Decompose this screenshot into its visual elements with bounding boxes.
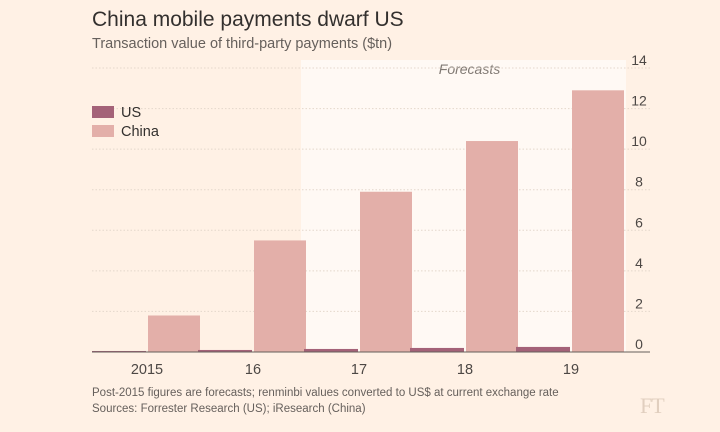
x-tick-label: 16 bbox=[245, 362, 261, 378]
legend-label-china: China bbox=[121, 124, 160, 140]
y-tick-label: 6 bbox=[635, 214, 643, 230]
x-tick-label: 17 bbox=[351, 362, 367, 378]
x-tick-label: 2015 bbox=[131, 362, 163, 378]
legend-swatch-us bbox=[92, 106, 114, 118]
x-tick-label: 18 bbox=[457, 362, 473, 378]
y-tick-label: 0 bbox=[635, 336, 643, 352]
bar-us bbox=[198, 349, 252, 352]
bar-china bbox=[466, 141, 518, 352]
chart-source: Sources: Forrester Research (US); iResea… bbox=[92, 403, 366, 415]
y-tick-label: 10 bbox=[631, 133, 647, 149]
y-tick-label: 8 bbox=[635, 174, 643, 190]
y-tick-label: 2 bbox=[635, 295, 643, 311]
bar-china bbox=[572, 90, 624, 353]
ft-logo: FT bbox=[640, 393, 665, 418]
chart-subtitle: Transaction value of third-party payment… bbox=[92, 36, 393, 52]
y-tick-label: 12 bbox=[631, 93, 647, 109]
bar-china bbox=[254, 240, 306, 352]
chart-footnote: Post-2015 figures are forecasts; renminb… bbox=[92, 387, 559, 399]
bar-us bbox=[92, 350, 146, 352]
chart-title: China mobile payments dwarf US bbox=[92, 8, 404, 31]
bar-us bbox=[516, 346, 570, 352]
bar-us bbox=[304, 348, 358, 352]
legend-swatch-china bbox=[92, 125, 114, 137]
y-tick-label: 14 bbox=[631, 52, 647, 68]
bar-china bbox=[148, 315, 200, 352]
legend-label-us: US bbox=[121, 105, 141, 121]
forecast-label: Forecasts bbox=[439, 61, 500, 77]
bar-china bbox=[360, 191, 412, 352]
y-tick-label: 4 bbox=[635, 255, 643, 271]
x-tick-label: 19 bbox=[563, 362, 579, 378]
bar-us bbox=[410, 347, 464, 352]
